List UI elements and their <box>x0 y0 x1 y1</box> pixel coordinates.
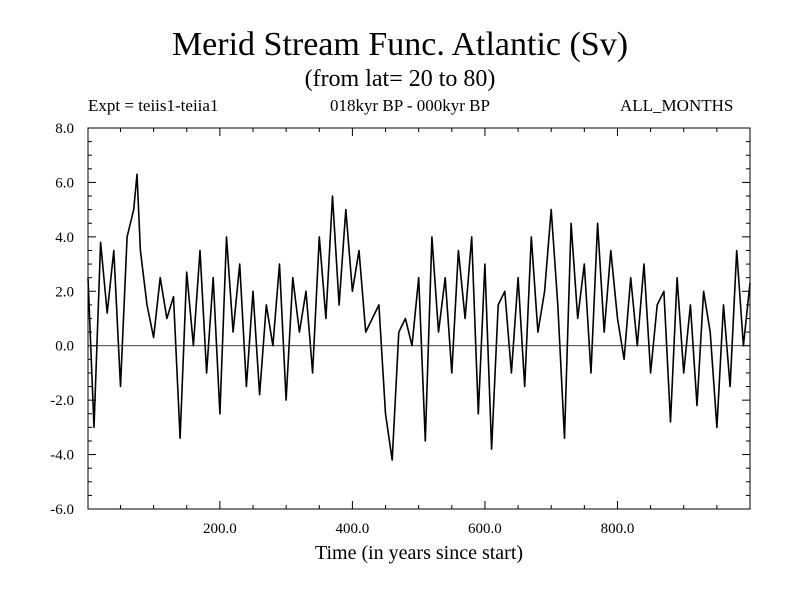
y-tick-label: 8.0 <box>55 121 74 137</box>
y-tick-label: 6.0 <box>55 175 74 191</box>
y-tick-label: -2.0 <box>50 393 74 409</box>
x-tick-label: 600.0 <box>468 521 502 537</box>
series-line <box>88 174 750 460</box>
x-tick-label: 400.0 <box>336 521 370 537</box>
y-tick-label: -6.0 <box>50 502 74 518</box>
y-tick-label: 4.0 <box>55 230 74 246</box>
plot-frame <box>88 128 750 509</box>
y-tick-label: 2.0 <box>55 284 74 300</box>
y-tick-label: -4.0 <box>50 448 74 464</box>
y-tick-label: 0.0 <box>55 339 74 355</box>
x-tick-label: 200.0 <box>203 521 237 537</box>
x-axis-label: Time (in years since start) <box>315 542 523 564</box>
x-tick-label: 800.0 <box>601 521 635 537</box>
series-group <box>88 174 750 460</box>
